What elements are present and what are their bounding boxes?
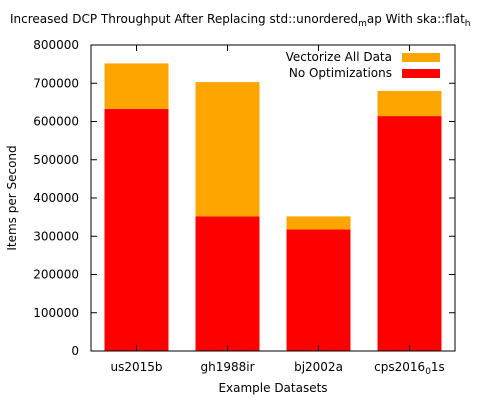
subscript-run: m — [358, 19, 367, 29]
y-tick-label: 0 — [71, 344, 79, 358]
x-axis-label: Example Datasets — [218, 381, 327, 395]
y-axis-label: Items per Second — [5, 145, 19, 250]
x-tick-label: bj2002a — [294, 360, 343, 374]
chart-title: Increased DCP Throughput After Replacing… — [10, 12, 471, 29]
y-tick-label: 800000 — [33, 38, 79, 52]
legend-swatch — [402, 69, 440, 78]
bar-no-optimizations-3 — [377, 116, 442, 351]
legend-label: Vectorize All Data — [286, 50, 392, 64]
text-run: cps2016 — [374, 360, 425, 374]
bar-no-optimizations-0 — [104, 108, 169, 352]
bar-no-optimizations-2 — [286, 229, 351, 351]
bar-vectorize-all-data-1 — [195, 82, 260, 217]
x-tick-label: us2015b — [110, 360, 162, 374]
text-run: gh1988ir — [200, 360, 254, 374]
text-run: us2015b — [110, 360, 162, 374]
y-tick-label: 400000 — [33, 191, 79, 205]
y-tick-label: 200000 — [33, 268, 79, 282]
text-run: bj2002a — [294, 360, 343, 374]
subscript-run: h — [465, 19, 471, 29]
legend-swatch — [402, 53, 440, 62]
y-tick-label: 300000 — [33, 229, 79, 243]
legend-label: No Optimizations — [289, 66, 392, 80]
y-tick-label: 500000 — [33, 153, 79, 167]
x-tick-label: gh1988ir — [200, 360, 254, 374]
y-tick-label: 100000 — [33, 306, 79, 320]
x-tick-label: cps201601s — [374, 360, 445, 377]
y-tick-label: 600000 — [33, 115, 79, 129]
y-tick-label: 700000 — [33, 76, 79, 90]
text-run: Increased DCP Throughput After Replacing… — [10, 12, 358, 26]
bar-no-optimizations-1 — [195, 216, 260, 351]
bar-vectorize-all-data-2 — [286, 216, 351, 230]
bar-vectorize-all-data-0 — [104, 63, 169, 109]
text-run: 1s — [431, 360, 445, 374]
bar-vectorize-all-data-3 — [377, 90, 442, 117]
subscript-run: 0 — [425, 367, 431, 377]
text-run: ap With ska::flat — [367, 12, 465, 26]
